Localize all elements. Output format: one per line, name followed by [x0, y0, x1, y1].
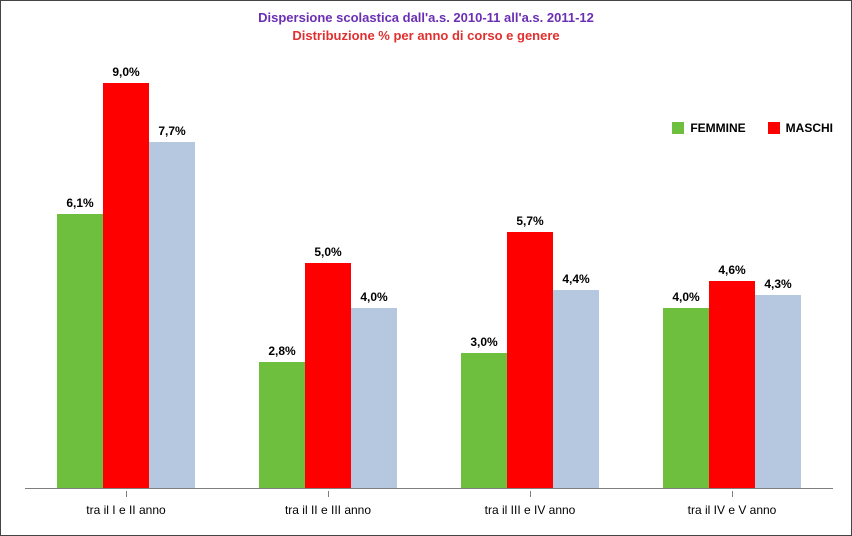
bar-wrap: 5,0% [305, 61, 351, 488]
bar [507, 232, 553, 488]
bar-wrap: 2,8% [259, 61, 305, 488]
bar-wrap: 5,7% [507, 61, 553, 488]
bar [305, 263, 351, 488]
x-axis-tick: tra il I e II anno [25, 491, 227, 535]
bar-value-label: 3,0% [470, 335, 497, 349]
plot-area: 6,1% 9,0% 7,7% 2,8% 5,0% 4,0% 3,0% 5,7% 4,4% 4,0%… [25, 61, 833, 489]
bar-wrap: 4,6% [709, 61, 755, 488]
x-axis-tick: tra il IV e V anno [631, 491, 833, 535]
x-axis: tra il I e II annotra il II e III annotr… [25, 491, 833, 535]
bar-group: 2,8% 5,0% 4,0% [227, 61, 429, 488]
bar [709, 281, 755, 488]
bar-wrap: 4,4% [553, 61, 599, 488]
bar-wrap: 4,0% [663, 61, 709, 488]
bar-wrap: 7,7% [149, 61, 195, 488]
bar-wrap: 4,3% [755, 61, 801, 488]
bar-value-label: 4,0% [672, 290, 699, 304]
bar [461, 353, 507, 488]
bar [57, 214, 103, 488]
bar [351, 308, 397, 488]
bar-value-label: 6,1% [66, 196, 93, 210]
bar-value-label: 5,0% [314, 245, 341, 259]
bar [663, 308, 709, 488]
bar-value-label: 4,0% [360, 290, 387, 304]
bar [259, 362, 305, 488]
bar-wrap: 4,0% [351, 61, 397, 488]
bar-group: 6,1% 9,0% 7,7% [25, 61, 227, 488]
chart-frame: Dispersione scolastica dall'a.s. 2010-11… [0, 0, 852, 536]
x-axis-tick: tra il III e IV anno [429, 491, 631, 535]
bar-value-label: 5,7% [516, 214, 543, 228]
bar-group: 3,0% 5,7% 4,4% [429, 61, 631, 488]
bar-value-label: 2,8% [268, 344, 295, 358]
bar-value-label: 4,6% [718, 263, 745, 277]
bar-group: 4,0% 4,6% 4,3% [631, 61, 833, 488]
bar-wrap: 9,0% [103, 61, 149, 488]
bar-value-label: 7,7% [158, 124, 185, 138]
bar-value-label: 4,4% [562, 272, 589, 286]
bar [553, 290, 599, 488]
bar-value-label: 4,3% [764, 277, 791, 291]
chart-titles: Dispersione scolastica dall'a.s. 2010-11… [1, 1, 851, 44]
bar [149, 142, 195, 488]
bar-wrap: 6,1% [57, 61, 103, 488]
bar [103, 83, 149, 488]
bar [755, 295, 801, 488]
bar-wrap: 3,0% [461, 61, 507, 488]
chart-title-main: Dispersione scolastica dall'a.s. 2010-11… [1, 9, 851, 27]
bar-groups: 6,1% 9,0% 7,7% 2,8% 5,0% 4,0% 3,0% 5,7% 4,4% 4,0%… [25, 61, 833, 488]
chart-title-sub: Distribuzione % per anno di corso e gene… [1, 27, 851, 45]
x-axis-tick: tra il II e III anno [227, 491, 429, 535]
bar-value-label: 9,0% [112, 65, 139, 79]
